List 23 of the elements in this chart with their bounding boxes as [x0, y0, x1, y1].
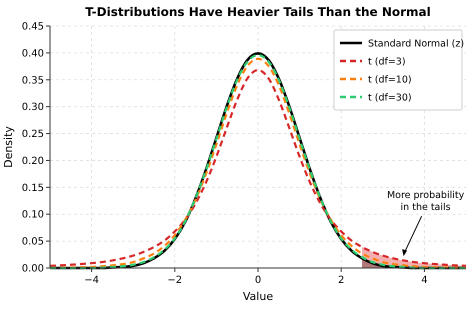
chart-title: T-Distributions Have Heavier Tails Than the Normal	[85, 5, 431, 19]
y-tick-label: 0.45	[22, 22, 44, 32]
y-tick-label: 0.40	[22, 48, 44, 60]
y-tick-label: 0.00	[22, 264, 44, 274]
x-tick-label: 0	[254, 275, 262, 286]
x-tick-label: −2	[167, 275, 182, 286]
legend-label: Standard Normal (z)	[368, 38, 464, 50]
x-tick-label: −4	[84, 275, 99, 286]
y-tick-label: 0.25	[22, 129, 44, 140]
y-tick-label: 0.30	[22, 102, 44, 114]
x-axis-title: Value	[242, 290, 274, 303]
x-tick-label: 4	[421, 275, 428, 286]
x-tick-label: 2	[338, 275, 344, 286]
y-tick-label: 0.20	[22, 156, 44, 167]
y-tick-label: 0.15	[22, 182, 44, 194]
legend-label: t (df=10)	[368, 74, 412, 86]
y-axis-title: Density	[2, 126, 15, 168]
y-tick-label: 0.35	[22, 75, 44, 86]
legend-label: t (df=30)	[368, 92, 412, 104]
y-tick-label: 0.10	[22, 210, 44, 221]
legend-label: t (df=3)	[368, 56, 406, 68]
annotation: More probability in the tails	[386, 190, 465, 214]
y-tick-label: 0.05	[22, 236, 44, 248]
